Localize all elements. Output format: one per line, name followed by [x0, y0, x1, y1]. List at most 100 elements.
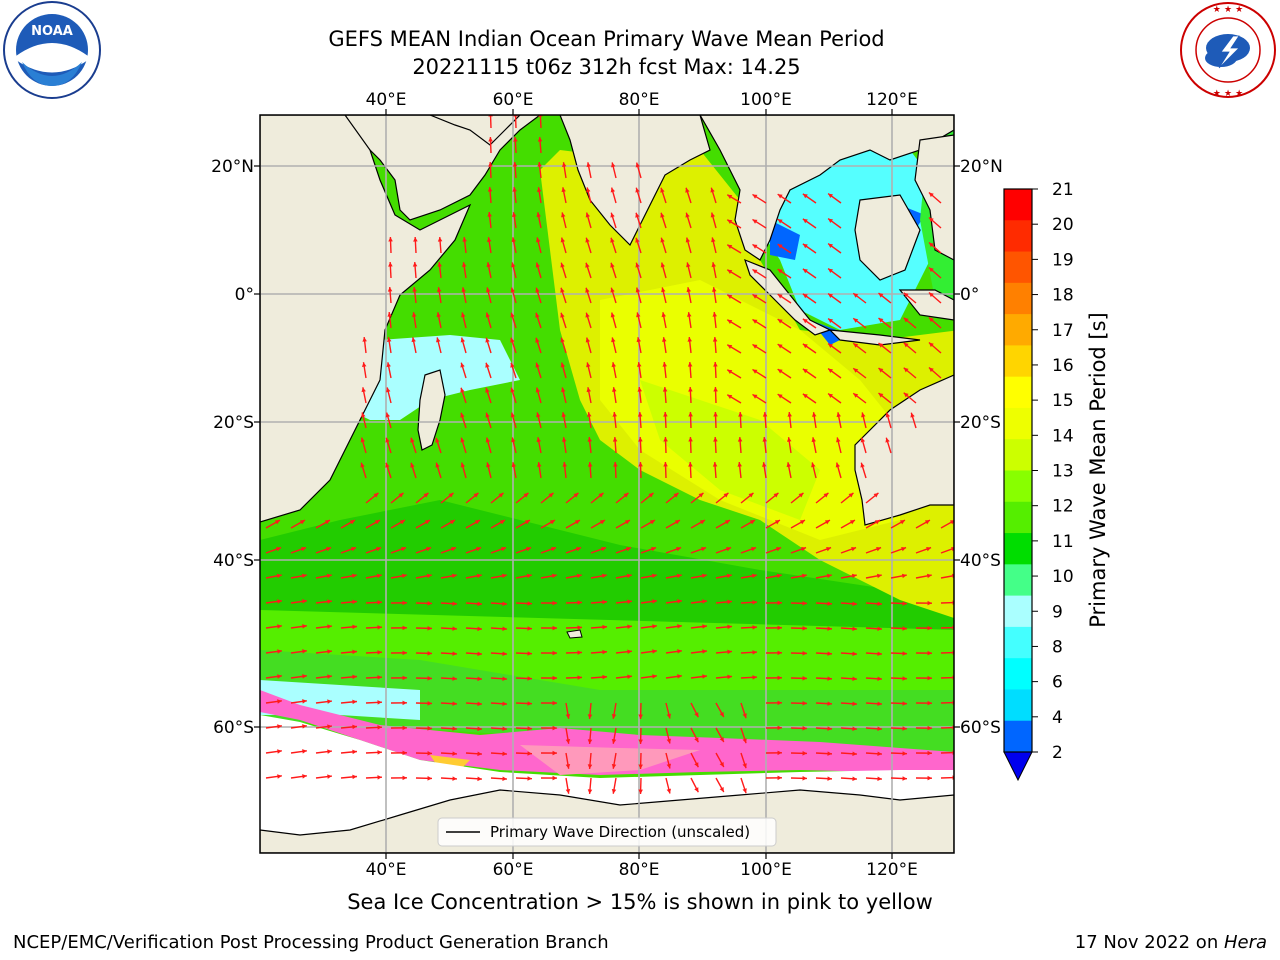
wave-arrow-head: [742, 713, 747, 719]
wave-arrow-head: [752, 269, 758, 274]
wave-arrow-head: [601, 546, 607, 552]
wave-arrow-head: [777, 750, 782, 756]
wave-arrow-head: [598, 492, 604, 498]
wave-arrow-head: [827, 651, 832, 656]
wave-arrow-head: [902, 726, 907, 731]
colorbar-tick-label: 11: [1052, 532, 1074, 552]
wave-arrow-head: [498, 492, 504, 498]
wave-arrow-head: [673, 492, 679, 498]
wave-arrow-head: [552, 700, 557, 706]
wave-arrow-head: [663, 462, 668, 467]
wave-arrow-head: [903, 317, 909, 323]
colorbar-tick-label: 20: [1052, 215, 1074, 235]
wave-arrow-head: [660, 237, 665, 243]
wave-arrow-head: [487, 212, 492, 217]
wave-arrow-head: [537, 137, 543, 142]
wave-arrow-head: [510, 387, 515, 393]
wave-arrow-head: [661, 312, 666, 318]
wave-arrow-head: [437, 262, 442, 267]
wave-arrow-head: [652, 599, 657, 604]
wave-arrow-head: [777, 600, 782, 606]
wave-arrow: [940, 626, 954, 629]
wave-arrow-head: [376, 573, 382, 579]
wave-arrow-head: [460, 412, 465, 418]
wave-arrow-head: [627, 649, 632, 654]
wave-arrow-head: [853, 368, 859, 373]
wave-arrow-head: [827, 601, 832, 606]
wave-arrow-head: [835, 462, 841, 468]
wave-arrow-head: [510, 312, 515, 318]
noaa-logo-text: NOAA: [31, 24, 73, 39]
wave-arrow-head: [477, 701, 482, 707]
bottom-tick-label: 80°E: [619, 860, 660, 880]
wave-arrow-head: [927, 675, 932, 681]
wave-arrow-head: [848, 492, 854, 498]
wave-arrow-head: [585, 212, 591, 218]
wave-arrow-head: [535, 262, 541, 268]
wave-arrow: [940, 574, 954, 579]
wave-arrow-head: [802, 193, 808, 199]
chart-subtitle: 20221115 t06z 312h fcst Max: 14.25: [412, 55, 801, 79]
wave-arrow-head: [777, 625, 782, 631]
wave-arrow-head: [401, 546, 407, 552]
wave-arrow-head: [687, 312, 692, 317]
wave-arrow-head: [611, 738, 617, 744]
wave-arrow-head: [610, 237, 615, 243]
wave-arrow-head: [402, 750, 407, 756]
colorbar-swatch: [1004, 501, 1032, 534]
graticule: [260, 115, 954, 853]
wave-arrow-head: [876, 546, 882, 552]
map-legend: Primary Wave Direction (unscaled): [437, 817, 777, 847]
wave-arrow-head: [485, 312, 491, 318]
right-tick-label: 20°N: [960, 157, 1003, 177]
wave-arrow-head: [928, 342, 934, 348]
colorbar-swatch: [1004, 533, 1032, 565]
wave-arrow-head: [712, 462, 718, 467]
colorbar-swatch: [1004, 439, 1032, 471]
wave-arrow-head: [387, 287, 393, 292]
wave-arrow-head: [577, 675, 582, 680]
wave-arrow-head: [635, 212, 640, 218]
sea-ice-band: [260, 690, 954, 775]
wave-arrow-head: [852, 776, 857, 782]
wave-arrow-head: [827, 626, 832, 631]
wave-arrow-head: [928, 317, 934, 323]
svg-text:★ ★ ★: ★ ★ ★: [1213, 89, 1243, 99]
wave-arrow-head: [727, 194, 733, 199]
wave-arrow-head: [386, 362, 391, 368]
wave-arrow-head: [535, 362, 540, 368]
wave-arrow-head: [849, 520, 855, 525]
wave-arrow-head: [560, 287, 565, 293]
wave-arrow-head: [360, 462, 365, 468]
wave-arrow-head: [802, 243, 808, 249]
top-tick-label: 80°E: [619, 90, 660, 110]
wave-arrow-head: [410, 437, 415, 443]
wave-arrow-head: [549, 520, 555, 525]
wave-arrow-head: [461, 312, 466, 318]
map-frame: [259, 114, 955, 854]
colorbar-tick-label: 14: [1052, 426, 1074, 446]
colorbar-swatch: [1004, 314, 1032, 346]
wave-arrow-head: [802, 601, 807, 606]
wave-arrow-head: [576, 573, 582, 579]
wave-arrow-head: [828, 243, 834, 249]
wave-arrow-head: [666, 788, 672, 794]
wave-arrow-head: [377, 725, 382, 730]
wave-arrow-head: [501, 573, 507, 579]
wave-arrow-head: [727, 244, 733, 249]
wave-arrow-head: [377, 650, 382, 655]
wave-arrow-head: [462, 237, 467, 242]
wave-arrow-head: [536, 412, 541, 418]
wave-arrow-head: [352, 724, 357, 730]
wave-arrow-head: [327, 674, 332, 679]
wave-arrow-head: [927, 600, 932, 606]
wave-arrow-head: [638, 739, 643, 744]
wave-arrow-head: [836, 437, 841, 443]
wave-arrow-head: [427, 776, 432, 781]
wave-arrow-head: [302, 674, 307, 679]
wave-arrow-head: [302, 599, 307, 604]
wave-arrow-head: [860, 437, 866, 443]
wave-arrow-head: [535, 337, 540, 343]
wave-arrow-head: [474, 520, 480, 525]
colorbar-tick-label: 19: [1052, 250, 1074, 270]
